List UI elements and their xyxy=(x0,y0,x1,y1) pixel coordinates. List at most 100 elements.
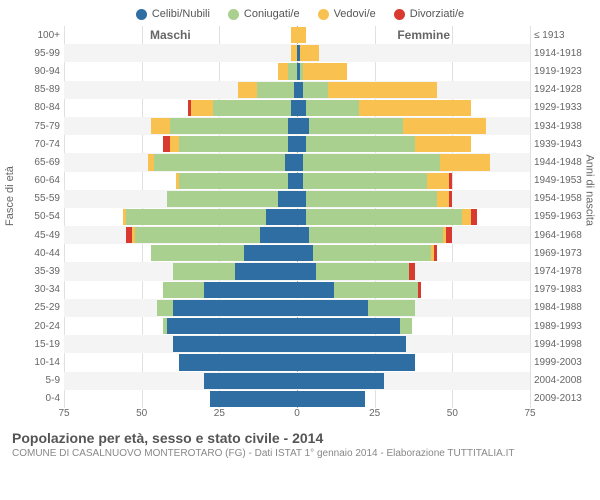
bar-segment-coniugati xyxy=(288,63,297,79)
x-tick: 75 xyxy=(58,408,69,419)
year-label: 1959-1963 xyxy=(534,208,588,226)
bar-segment-celibi xyxy=(297,227,309,243)
bar-segment-vedovi xyxy=(303,63,346,79)
female-half xyxy=(297,136,530,152)
legend-label: Vedovi/e xyxy=(334,8,376,20)
age-labels-column: 100+95-9990-9485-8980-8475-7970-7465-696… xyxy=(12,26,64,426)
chart-subtitle: COMUNE DI CASALNUOVO MONTEROTARO (FG) - … xyxy=(12,448,588,459)
bar-segment-celibi xyxy=(297,245,313,261)
legend-item: Coniugati/e xyxy=(228,8,300,20)
bar-segment-vedovi xyxy=(151,118,170,134)
x-axis: 7550250255075 xyxy=(64,408,530,426)
bar-segment-vedovi xyxy=(462,209,471,225)
pyramid-row xyxy=(64,244,530,262)
year-label: 1964-1968 xyxy=(534,226,588,244)
bar-segment-vedovi xyxy=(415,136,471,152)
legend-label: Coniugati/e xyxy=(244,8,300,20)
male-half xyxy=(64,263,297,279)
x-tick: 50 xyxy=(447,408,458,419)
age-label: 55-59 xyxy=(12,190,60,208)
year-label: 2004-2008 xyxy=(534,372,588,390)
bar-segment-coniugati xyxy=(306,209,461,225)
female-half xyxy=(297,373,530,389)
yaxis-left-label: Fasce di età xyxy=(4,166,16,226)
legend-item: Celibi/Nubili xyxy=(136,8,210,20)
bar-segment-celibi xyxy=(297,136,306,152)
bar-segment-coniugati xyxy=(309,227,443,243)
chart-title: Popolazione per età, sesso e stato civil… xyxy=(12,430,588,446)
male-half xyxy=(64,118,297,134)
male-half xyxy=(64,300,297,316)
bar-segment-celibi xyxy=(235,263,297,279)
bar-segment-celibi xyxy=(297,209,306,225)
bar-segment-divorziati xyxy=(409,263,415,279)
bar-segment-coniugati xyxy=(179,173,288,189)
bar-segment-coniugati xyxy=(213,100,291,116)
female-half xyxy=(297,27,530,43)
bar-segment-coniugati xyxy=(135,227,259,243)
bar-segment-celibi xyxy=(297,354,415,370)
bar-segment-celibi xyxy=(173,336,297,352)
chart-footer: Popolazione per età, sesso e stato civil… xyxy=(12,430,588,459)
pyramid-row xyxy=(64,390,530,408)
age-label: 20-24 xyxy=(12,317,60,335)
bar-segment-vedovi xyxy=(328,82,437,98)
age-label: 100+ xyxy=(12,26,60,44)
pyramid-row xyxy=(64,372,530,390)
bar-segment-vedovi xyxy=(440,154,490,170)
bar-segment-coniugati xyxy=(151,245,244,261)
age-label: 10-14 xyxy=(12,353,60,371)
bar-segment-coniugati xyxy=(306,136,415,152)
pyramid-row xyxy=(64,44,530,62)
male-half xyxy=(64,354,297,370)
bar-segment-divorziati xyxy=(446,227,452,243)
female-half xyxy=(297,282,530,298)
year-label: 1974-1978 xyxy=(534,262,588,280)
x-tick: 75 xyxy=(524,408,535,419)
year-label: 2009-2013 xyxy=(534,390,588,408)
female-half xyxy=(297,245,530,261)
pyramid-row xyxy=(64,172,530,190)
female-half xyxy=(297,209,530,225)
male-half xyxy=(64,318,297,334)
female-half xyxy=(297,154,530,170)
bar-segment-celibi xyxy=(288,136,297,152)
pyramid-row xyxy=(64,26,530,44)
legend-swatch xyxy=(394,9,405,20)
bar-segment-celibi xyxy=(288,118,297,134)
female-half xyxy=(297,118,530,134)
age-label: 5-9 xyxy=(12,372,60,390)
bar-segment-coniugati xyxy=(316,263,409,279)
female-half xyxy=(297,391,530,407)
year-label: 1939-1943 xyxy=(534,135,588,153)
bar-segment-coniugati xyxy=(313,245,431,261)
pyramid-row xyxy=(64,62,530,80)
bar-segment-celibi xyxy=(297,191,306,207)
bar-segment-celibi xyxy=(297,118,309,134)
female-half xyxy=(297,300,530,316)
bar-segment-coniugati xyxy=(306,100,359,116)
legend: Celibi/NubiliConiugati/eVedovi/eDivorzia… xyxy=(12,8,588,20)
female-half xyxy=(297,227,530,243)
bar-segment-divorziati xyxy=(449,191,452,207)
pyramid-row xyxy=(64,99,530,117)
pyramid-row xyxy=(64,299,530,317)
bar-segment-celibi xyxy=(167,318,297,334)
legend-swatch xyxy=(318,9,329,20)
age-label: 60-64 xyxy=(12,172,60,190)
bar-segment-coniugati xyxy=(334,282,418,298)
pyramid-row xyxy=(64,353,530,371)
bar-segment-divorziati xyxy=(471,209,477,225)
male-half xyxy=(64,136,297,152)
age-label: 85-89 xyxy=(12,81,60,99)
year-labels-column: ≤ 19131914-19181919-19231924-19281929-19… xyxy=(530,26,588,426)
age-label: 95-99 xyxy=(12,44,60,62)
year-label: 1984-1988 xyxy=(534,299,588,317)
x-tick: 25 xyxy=(369,408,380,419)
bar-segment-celibi xyxy=(297,373,384,389)
pyramid-row xyxy=(64,117,530,135)
bar-segment-vedovi xyxy=(297,27,306,43)
female-half xyxy=(297,318,530,334)
bar-segment-celibi xyxy=(266,209,297,225)
legend-item: Vedovi/e xyxy=(318,8,376,20)
